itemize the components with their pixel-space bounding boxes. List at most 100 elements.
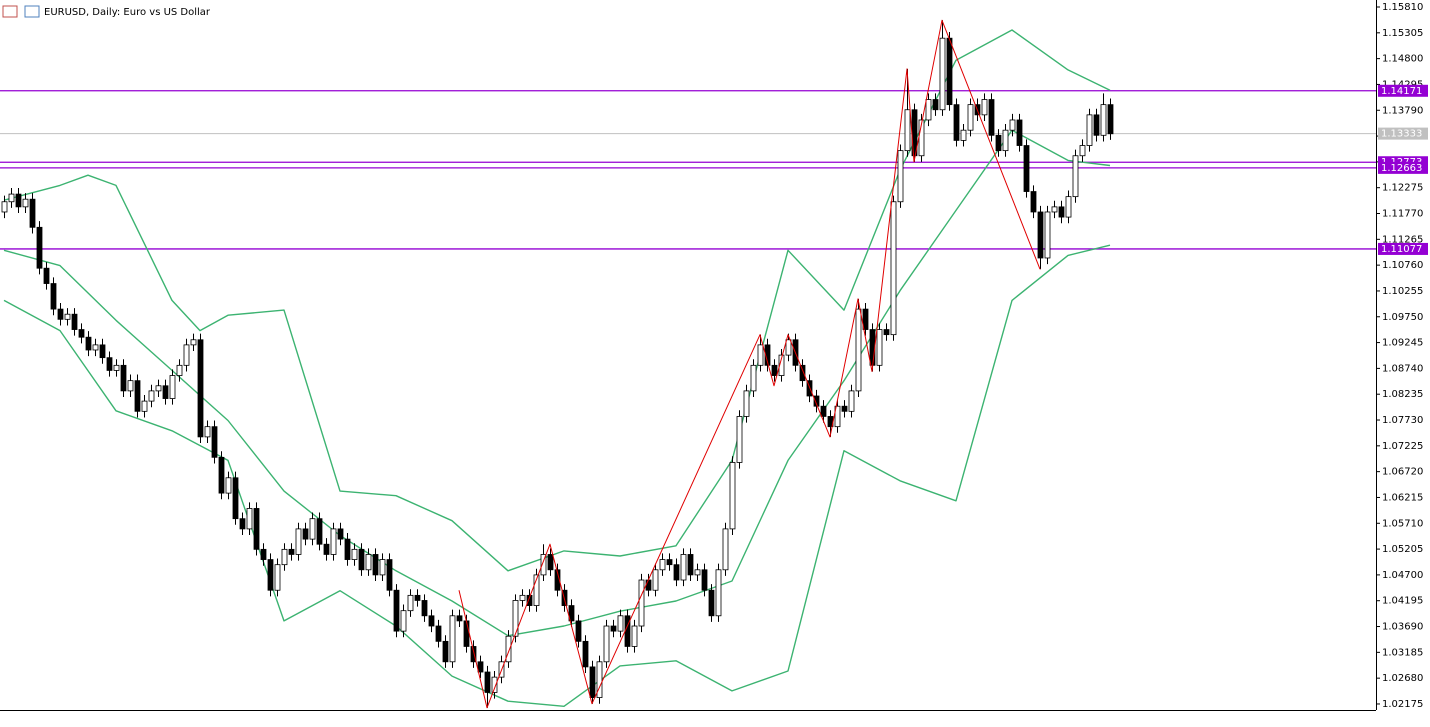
candle-body [463, 620, 470, 647]
candle-body [57, 308, 64, 320]
candle-body [890, 201, 897, 336]
candle-body [813, 395, 820, 407]
candle-body [106, 357, 113, 371]
candle-body [484, 671, 491, 693]
candle-body [652, 569, 659, 591]
candle-body [967, 104, 974, 131]
y-tick-label: 1.07225 [1382, 441, 1423, 452]
candle-body [862, 308, 869, 330]
candle-body [365, 554, 372, 571]
candle-body [981, 99, 988, 116]
candle-body [708, 589, 715, 617]
candle-body [92, 344, 99, 351]
candle-body [309, 518, 316, 540]
candle-body [645, 579, 652, 591]
candle-body [785, 339, 792, 356]
candle-body [820, 405, 827, 417]
candle-body [85, 336, 92, 351]
candle-body [876, 329, 883, 366]
price-label: 1.12663 [1381, 163, 1422, 174]
y-tick-label: 1.04195 [1382, 596, 1423, 607]
candle-body [869, 329, 876, 366]
candle-body [771, 364, 778, 376]
price-label: 1.13333 [1381, 129, 1422, 140]
candle-body [603, 625, 610, 663]
candle-body [50, 283, 57, 310]
candle-body [1030, 191, 1037, 213]
y-tick-label: 1.09750 [1382, 312, 1423, 323]
y-tick-label: 1.03185 [1382, 647, 1423, 658]
candle-body [519, 594, 526, 601]
candle-body [267, 559, 274, 591]
y-tick-label: 1.15810 [1382, 2, 1423, 13]
candle-body [729, 462, 736, 530]
candle-body [36, 226, 43, 269]
candle-body [1044, 211, 1051, 259]
candle-body [1016, 119, 1023, 146]
candle-body [43, 267, 50, 284]
candle-body [841, 405, 848, 412]
candle-body [148, 390, 155, 402]
candle-body [449, 615, 456, 663]
menu-icon[interactable] [2, 5, 18, 18]
symbol-icon[interactable] [24, 5, 40, 18]
candle-body [428, 615, 435, 627]
candle-body [456, 615, 463, 622]
candle-body [799, 364, 806, 382]
candle-body [897, 150, 904, 203]
price-label: 1.11077 [1381, 244, 1422, 255]
zigzag-line [458, 19, 1041, 709]
candle-body [302, 528, 309, 540]
candle-body [470, 646, 477, 663]
candle-body [29, 198, 36, 228]
candle-body [358, 548, 365, 571]
y-tick-label: 1.06720 [1382, 467, 1423, 478]
candle-body [1100, 104, 1107, 136]
candle-body [211, 426, 218, 458]
candle-body [246, 508, 253, 530]
candle-body [127, 380, 134, 392]
candle-body [624, 615, 631, 647]
candle-body [316, 518, 323, 545]
candle-body [253, 508, 260, 550]
candle-body [883, 329, 890, 336]
candle-body [169, 375, 176, 399]
candle-body [1051, 206, 1058, 213]
candle-body [393, 589, 400, 632]
y-tick-label: 1.12275 [1382, 183, 1423, 194]
y-tick-label: 1.11265 [1382, 234, 1423, 245]
candle-body [1037, 211, 1044, 259]
y-tick-label: 1.14800 [1382, 54, 1423, 65]
candle-body [939, 37, 946, 111]
candle-body [407, 594, 414, 612]
candle-body [190, 339, 197, 346]
candle-body [960, 129, 967, 141]
candle-body [554, 569, 561, 591]
candle-body [596, 661, 603, 698]
candle-body [113, 364, 120, 371]
candle-body [582, 640, 589, 668]
candle-body [141, 400, 148, 412]
candle-body [526, 594, 533, 606]
candle-body [260, 548, 267, 560]
candle-body [512, 600, 519, 637]
candle-body [743, 390, 750, 417]
candle-body [162, 385, 169, 399]
candle-body [442, 640, 449, 663]
candle-body [540, 554, 547, 576]
candle-body [337, 528, 344, 540]
y-tick-label: 1.03690 [1382, 622, 1423, 633]
candle-body [848, 390, 855, 412]
y-tick-label: 1.05710 [1382, 518, 1423, 529]
price-label-box [1378, 127, 1428, 140]
y-tick-label: 1.06215 [1382, 492, 1423, 503]
price-label-box [1378, 242, 1428, 255]
candle-body [435, 625, 442, 642]
candle-body [925, 99, 932, 121]
candle-body [239, 518, 246, 530]
candle-body [995, 134, 1002, 152]
candle-body [1107, 104, 1114, 135]
candle-body [386, 559, 393, 591]
candle-body [421, 600, 428, 617]
